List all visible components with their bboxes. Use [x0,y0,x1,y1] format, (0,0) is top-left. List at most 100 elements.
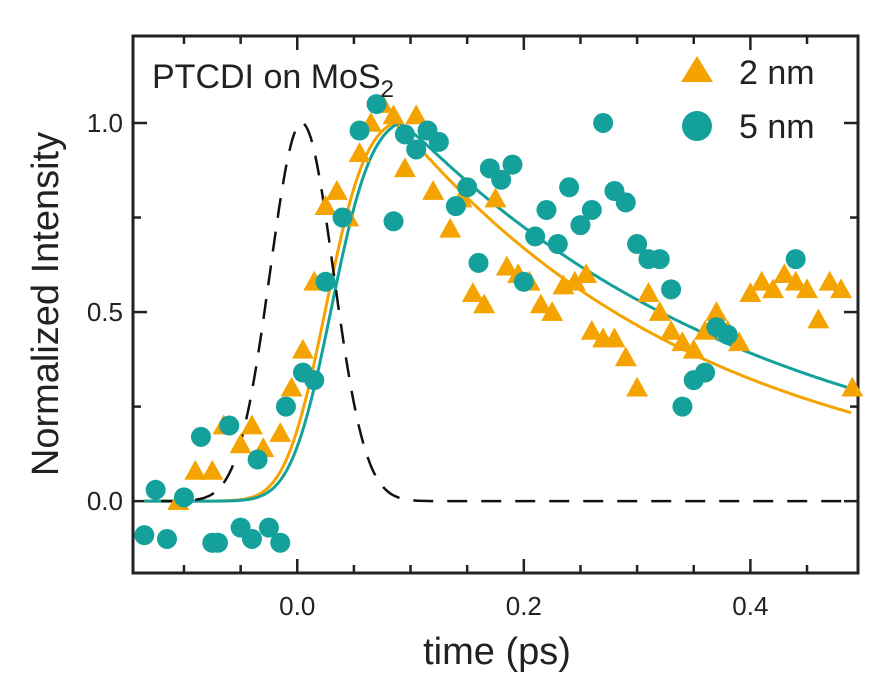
point-2nm [184,459,207,480]
point-2nm [541,301,564,321]
point-2nm [461,282,484,302]
point-5nm [581,199,602,220]
x-axis-title: time (ps) [423,631,571,673]
point-5nm [695,362,716,383]
point-5nm [383,211,404,232]
legend-marker-triangle [681,56,713,82]
point-2nm [280,376,303,397]
point-5nm [785,249,806,270]
point-5nm [258,517,279,538]
point-2nm [750,270,773,291]
point-5nm [145,479,166,500]
legend-marker-circle [682,111,712,141]
point-2nm [773,263,796,284]
point-5nm [468,252,489,273]
point-2nm [529,293,552,314]
point-2nm [762,278,785,299]
point-5nm [491,169,512,190]
point-2nm [240,414,263,435]
point-5nm [406,139,427,160]
point-5nm [547,233,568,254]
point-2nm [229,433,252,454]
plot-frame [131,34,860,575]
point-2nm [818,270,841,291]
x-tick-label: 0.4 [732,591,768,621]
point-2nm [660,319,683,340]
point-2nm [439,217,462,238]
point-2nm [807,308,830,329]
point-5nm [173,487,194,508]
x-tick-label: 0.0 [279,591,315,621]
legend-label-5nm: 5 nm [739,108,815,146]
point-5nm [270,532,291,553]
plot-border [131,34,860,575]
point-5nm [156,528,177,549]
data-points [134,93,864,553]
point-2nm [671,331,694,352]
point-5nm [134,525,155,546]
point-2nm [314,195,337,215]
point-5nm [332,207,353,228]
point-2nm [484,187,507,208]
y-axis-title: Normalized Intensity [25,132,67,476]
point-2nm [405,104,428,125]
point-5nm [525,226,546,247]
point-2nm [201,459,224,480]
point-5nm [559,177,580,198]
point-5nm [593,112,614,133]
point-2nm [784,270,807,291]
annotation-main: PTCDI on MoS [152,58,381,96]
point-2nm [648,301,671,321]
point-5nm [536,199,557,220]
point-5nm [275,396,296,417]
point-5nm [627,233,648,254]
point-2nm [325,180,348,200]
point-2nm [637,282,660,302]
legend-label-2nm: 2 nm [739,54,815,92]
point-5nm [366,94,387,115]
point-2nm [705,301,728,321]
point-2nm [393,157,416,178]
point-5nm [349,120,370,141]
point-2nm [575,263,598,284]
annotation-subscript: 2 [381,76,394,103]
plot-annotation: PTCDI on MoS2 [152,58,394,103]
point-5nm [672,396,693,417]
y-tick-label: 0.5 [87,297,123,327]
point-5nm [502,154,523,175]
y-tick-label: 1.0 [87,108,123,138]
point-2nm [291,338,314,359]
point-5nm [394,124,415,145]
point-2nm [614,346,637,367]
point-2nm [796,278,819,299]
point-5nm [304,370,325,391]
point-5nm [615,192,636,213]
point-2nm [348,142,371,163]
point-2nm [422,180,445,200]
point-5nm [219,415,240,436]
point-2nm [495,255,518,276]
legend: 2 nm 5 nm [681,54,815,146]
point-5nm [428,131,449,152]
point-5nm [570,215,591,236]
point-5nm [717,324,738,345]
point-5nm [661,279,682,300]
point-5nm [247,449,268,470]
point-2nm [841,376,864,397]
point-2nm [626,376,649,397]
fit-curve-2nm [144,121,852,503]
point-5nm [241,528,262,549]
point-2nm [473,293,496,314]
tick-labels: 0.0 0.2 0.4 0.0 0.5 1.0 [87,108,769,621]
y-tick-label: 0.0 [87,486,123,516]
point-5nm [445,196,466,217]
point-5nm [207,532,228,553]
point-2nm [728,331,751,352]
point-2nm [580,319,603,340]
point-2nm [830,278,853,299]
axis-ticks [133,36,858,573]
point-2nm [739,282,762,302]
point-5nm [190,426,211,447]
point-5nm [513,271,534,292]
